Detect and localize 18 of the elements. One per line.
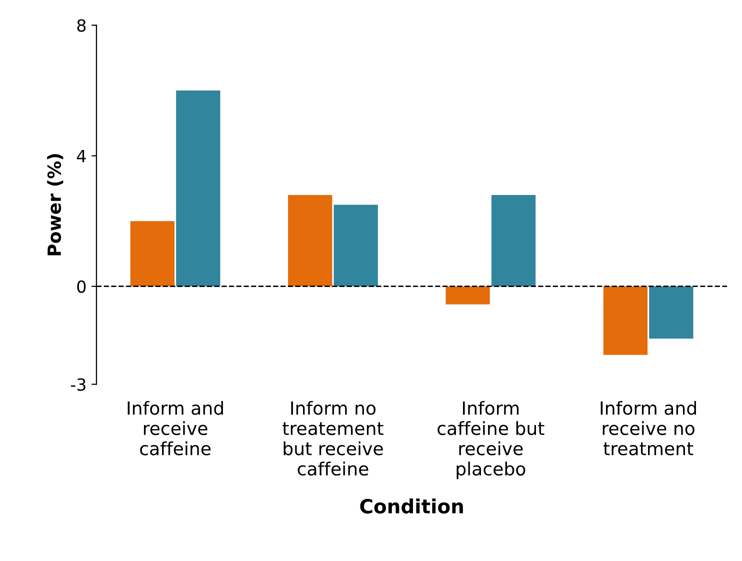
x-axis-title: Condition [360,498,463,514]
bar [603,286,648,355]
y-tick-label: -3 [70,378,86,391]
x-tick-label: Inform and receive no treatment [600,400,696,456]
y-tick-label: 4 [76,150,86,162]
bar [491,194,536,286]
bar [446,286,490,304]
y-tick-label: 8 [77,19,86,32]
bar [334,204,378,286]
bar [130,221,175,286]
x-tick-label: Inform caffeine but receive placebo [438,400,544,480]
bar [649,286,694,339]
bar [288,194,332,286]
y-axis-title: Power (%) [47,154,64,256]
x-tick-label: Inform no treatement but receive caffeine [282,400,384,476]
bar [176,90,220,286]
y-tick-label: 0 [77,280,86,293]
x-tick-label: Inform and receive caffeine [128,400,223,456]
